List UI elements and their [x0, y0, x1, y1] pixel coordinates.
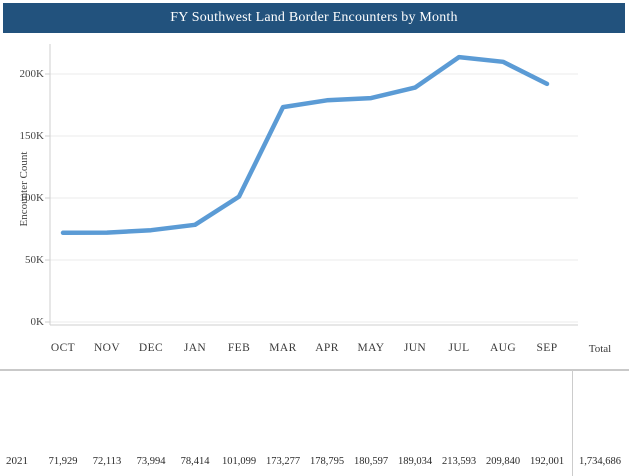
table-cell-value: 71,929 [48, 456, 78, 467]
month-column-header: MAR [269, 342, 297, 354]
month-column-header: OCT [50, 342, 76, 354]
y-tick-label: 200K [19, 68, 44, 80]
table-cell-value: 173,277 [265, 456, 301, 467]
month-column-header: AUG [489, 342, 517, 354]
month-column-header: DEC [138, 342, 164, 354]
month-column-header: SEP [536, 342, 558, 354]
month-column-header: JUN [403, 342, 427, 354]
table-row-year-label: 2021 [6, 455, 28, 467]
table-header-divider [0, 369, 629, 371]
y-tick-label: 0K [30, 316, 44, 328]
table-cell-value: 101,099 [221, 456, 257, 467]
month-column-header: FEB [227, 342, 251, 354]
month-column-header: APR [315, 342, 339, 354]
y-tick-label: 100K [19, 192, 44, 204]
table-cell-value: 213,593 [441, 456, 477, 467]
total-column-header: Total [588, 343, 612, 355]
chart-title: FY Southwest Land Border Encounters by M… [170, 10, 458, 25]
month-column-header: JUL [448, 342, 470, 354]
month-column-header: MAY [357, 342, 385, 354]
chart-title-bar: FY Southwest Land Border Encounters by M… [3, 3, 625, 33]
total-column-divider [572, 370, 573, 476]
table-cell-value: 178,795 [309, 456, 345, 467]
table-cell-value: 189,034 [397, 456, 433, 467]
table-cell-value: 73,994 [136, 456, 166, 467]
table-cell-value: 192,001 [529, 456, 565, 467]
encounters-line-chart[interactable] [0, 0, 629, 340]
table-row-total: 1,734,686 [579, 456, 621, 467]
y-tick-label: 150K [19, 130, 44, 142]
month-column-header: NOV [93, 342, 121, 354]
table-cell-value: 180,597 [353, 456, 389, 467]
month-column-header: JAN [183, 342, 207, 354]
encounters-2021-line[interactable] [60, 54, 550, 236]
y-tick-label: 50K [25, 254, 44, 266]
table-cell-value: 209,840 [485, 456, 521, 467]
table-cell-value: 72,113 [92, 456, 122, 467]
table-cell-value: 78,414 [180, 456, 210, 467]
y-axis-title: Encounter Count [18, 151, 30, 227]
